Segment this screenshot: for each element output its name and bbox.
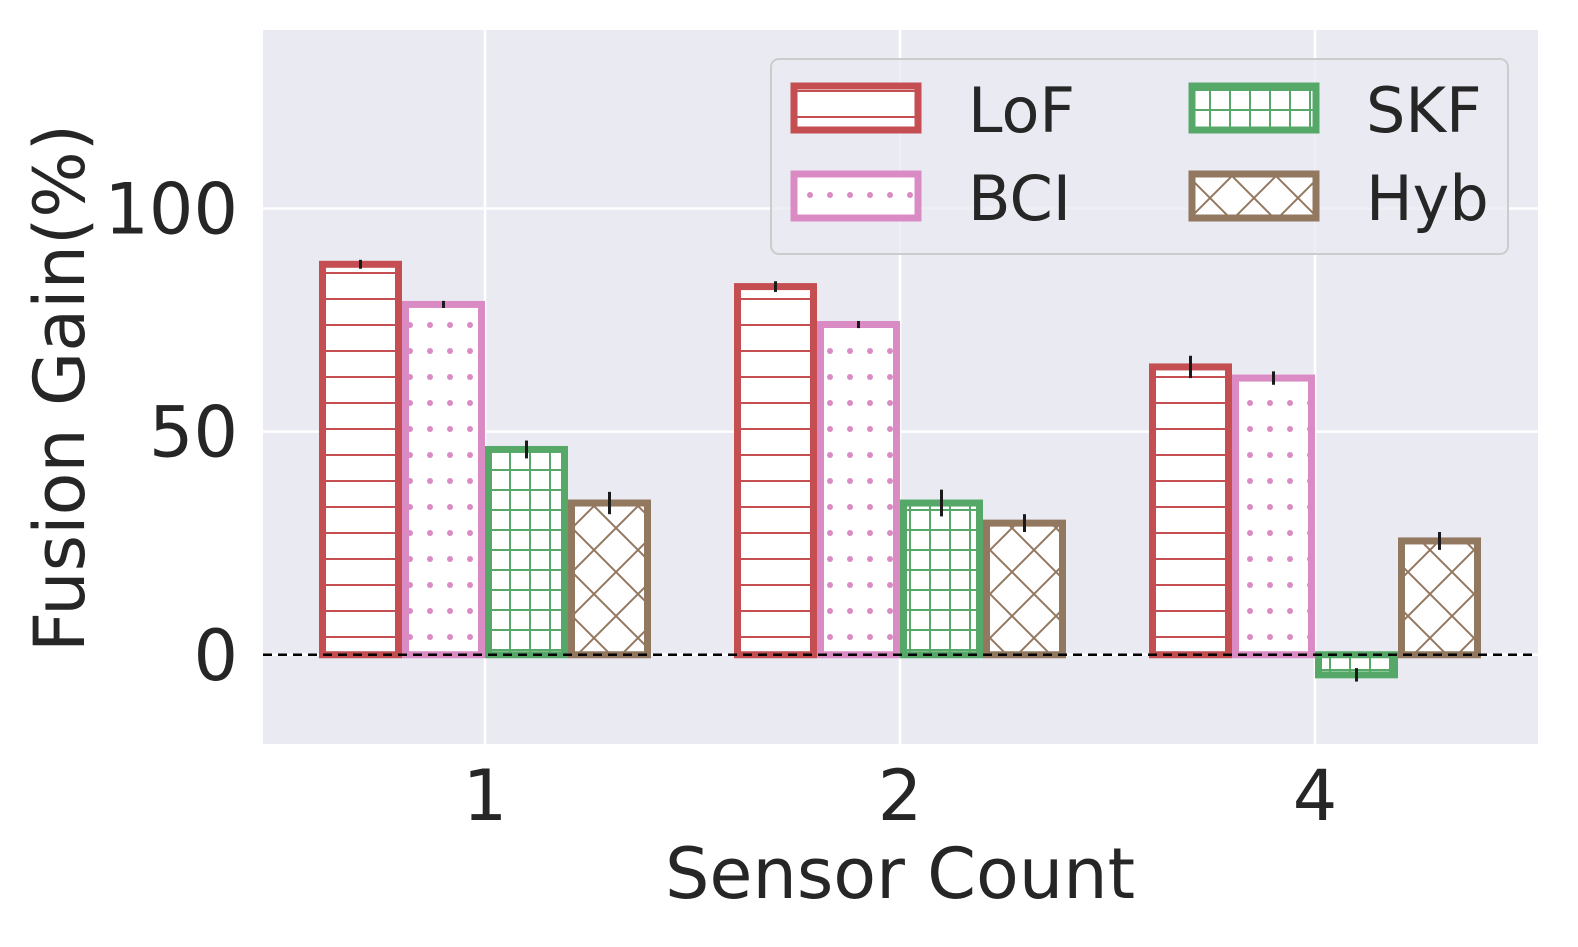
legend-label-lof: LoF: [968, 74, 1075, 147]
bar-skf-1: [485, 445, 568, 659]
bar-hyb-1: [568, 499, 651, 659]
y-tick-label: 50: [149, 392, 238, 474]
x-axis-label: Sensor Count: [665, 833, 1135, 915]
bar-hyb-2: [983, 519, 1066, 659]
y-tick-labels: 0 50 100: [104, 169, 238, 697]
bar-lof-4: [1149, 363, 1232, 659]
legend-swatch-skf: [1188, 82, 1320, 134]
legend-label-skf: SKF: [1366, 74, 1482, 147]
bar-hyb-4: [1398, 537, 1481, 659]
x-tick-label: 2: [878, 755, 923, 837]
legend-swatch-hyb: [1188, 170, 1320, 222]
error-bars: [359, 259, 1441, 682]
y-tick-label: 0: [193, 615, 238, 697]
legend-swatch-lof: [790, 82, 922, 134]
bar-lof-2: [734, 283, 817, 659]
bar-bci-2: [817, 321, 900, 659]
legend-frame: [770, 58, 1509, 255]
x-tick-label: 4: [1293, 755, 1338, 837]
x-tick-label: 1: [463, 755, 508, 837]
y-axis-label: Fusion Gain(%): [19, 124, 101, 652]
bar-lof-1: [319, 260, 402, 659]
bar-bci-4: [1232, 374, 1315, 659]
legend: LoF BCI SKF Hyb: [770, 58, 1509, 255]
legend-label-bci: BCI: [968, 162, 1071, 235]
x-tick-labels: 1 2 4: [463, 755, 1338, 837]
legend-swatch-bci: [790, 170, 922, 222]
y-tick-label: 100: [104, 169, 238, 251]
legend-label-hyb: Hyb: [1366, 162, 1489, 235]
bar-skf-2: [900, 499, 983, 659]
bar-bci-1: [402, 300, 485, 659]
bars: [319, 260, 1481, 679]
